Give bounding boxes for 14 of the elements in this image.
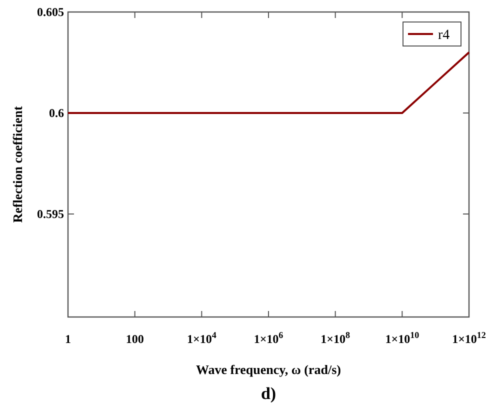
x-tick-label: 1×10$^{6}$	[254, 330, 284, 346]
x-axis-title: Wave frequency, ω (rad/s)	[196, 362, 342, 377]
y-tick-label: 0.6	[49, 106, 64, 120]
text: d)	[260, 384, 276, 403]
y-axis-title: Reflection coefficient	[10, 106, 25, 223]
x-tick-label: 1×10$^{10}$	[385, 330, 420, 346]
x-tick-label: 100	[126, 332, 144, 346]
y-tick-label: 0.595	[37, 206, 64, 221]
x-tick-label: 1	[65, 332, 71, 346]
x-tick-label: 1×10$^{12}$	[452, 330, 486, 346]
legend-label: r4	[438, 28, 450, 43]
y-tick-label: 0.605	[37, 5, 64, 19]
x-tick-label: 1×10$^{8}$	[320, 330, 351, 346]
x-tick-label: 1×10$^{4}$	[186, 330, 217, 346]
